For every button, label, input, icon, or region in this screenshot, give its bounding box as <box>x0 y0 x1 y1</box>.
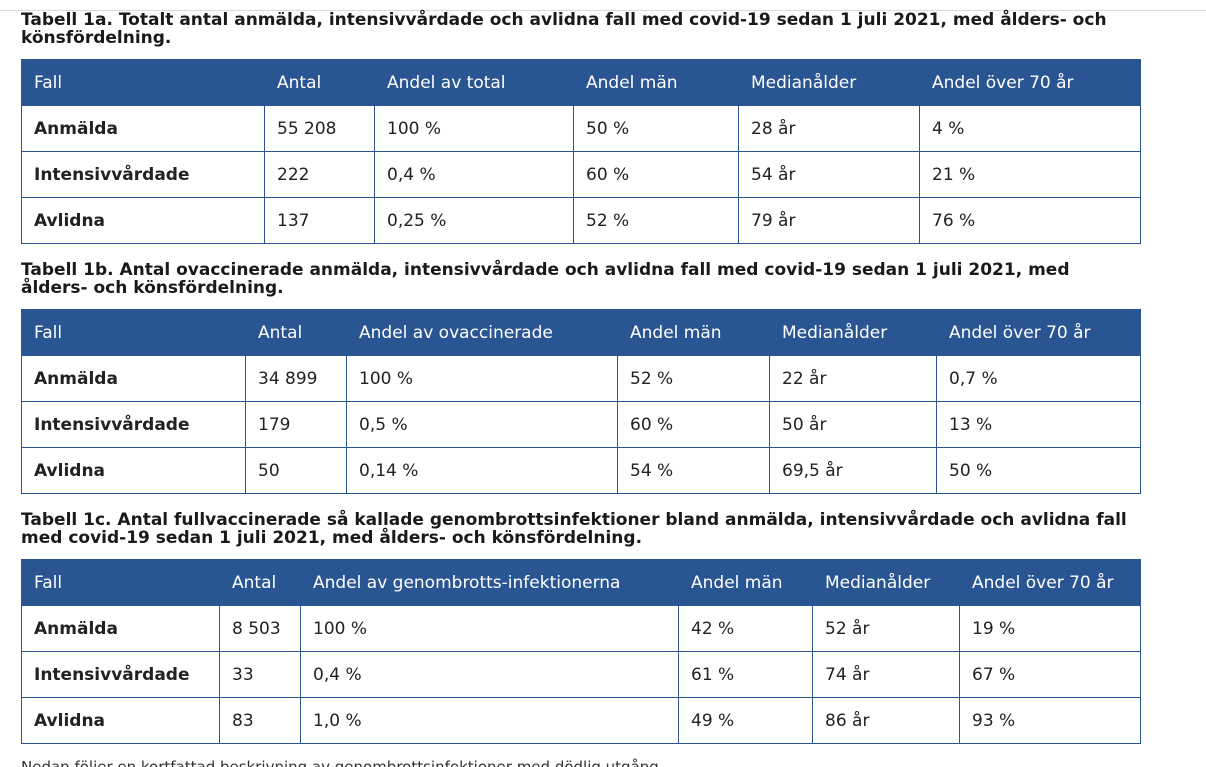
header-andel-man: Andel män <box>617 309 770 356</box>
header-antal: Antal <box>219 559 301 606</box>
header-fall: Fall <box>21 59 265 106</box>
cell-antal: 179 <box>245 401 347 448</box>
cell-andel-man: 52 % <box>573 197 739 244</box>
cell-antal: 50 <box>245 447 347 494</box>
row-label: Anmälda <box>21 605 220 652</box>
cell-medianalder: 52 år <box>812 605 960 652</box>
cell-andel-over-70: 19 % <box>959 605 1141 652</box>
row-label: Anmälda <box>21 355 246 402</box>
cell-antal: 8 503 <box>219 605 301 652</box>
cell-medianalder: 28 år <box>738 105 920 152</box>
header-andel-over-70: Andel över 70 år <box>936 309 1141 356</box>
table-1b: Fall Antal Andel av ovaccinerade Andel m… <box>21 309 1141 494</box>
cell-andel-over-70: 50 % <box>936 447 1141 494</box>
cell-antal: 222 <box>264 151 375 198</box>
header-andel-man: Andel män <box>678 559 813 606</box>
table-header-row: Fall Antal Andel av ovaccinerade Andel m… <box>21 309 1141 356</box>
table-row: Avlidna 137 0,25 % 52 % 79 år 76 % <box>21 197 1141 244</box>
header-fall: Fall <box>21 309 246 356</box>
cell-andel: 0,25 % <box>374 197 574 244</box>
table-row: Anmälda 8 503 100 % 42 % 52 år 19 % <box>21 605 1141 652</box>
footnote-text: Nedan följer en kortfattad beskrivning a… <box>21 758 659 767</box>
cell-andel: 0,4 % <box>300 651 679 698</box>
cell-medianalder: 69,5 år <box>769 447 937 494</box>
row-label: Intensivvårdade <box>21 651 220 698</box>
cell-andel-man: 61 % <box>678 651 813 698</box>
header-antal: Antal <box>245 309 347 356</box>
table-1b-caption: Tabell 1b. Antal ovaccinerade anmälda, i… <box>21 260 1070 298</box>
cell-andel-man: 54 % <box>617 447 770 494</box>
table-1c: Fall Antal Andel av genombrotts-infektio… <box>21 559 1141 744</box>
cell-antal: 33 <box>219 651 301 698</box>
header-medianalder: Medianålder <box>738 59 920 106</box>
row-label: Intensivvårdade <box>21 401 246 448</box>
cell-antal: 34 899 <box>245 355 347 402</box>
row-label: Avlidna <box>21 697 220 744</box>
cell-andel-man: 42 % <box>678 605 813 652</box>
row-label: Avlidna <box>21 447 246 494</box>
table-row: Anmälda 55 208 100 % 50 % 28 år 4 % <box>21 105 1141 152</box>
table-header-row: Fall Antal Andel av total Andel män Medi… <box>21 59 1141 106</box>
cell-andel-man: 52 % <box>617 355 770 402</box>
cell-andel-over-70: 93 % <box>959 697 1141 744</box>
table-1a-caption: Tabell 1a. Totalt antal anmälda, intensi… <box>21 10 1107 48</box>
table-1a: Fall Antal Andel av total Andel män Medi… <box>21 59 1141 244</box>
table-row: Intensivvårdade 33 0,4 % 61 % 74 år 67 % <box>21 651 1141 698</box>
header-andel-man: Andel män <box>573 59 739 106</box>
cell-andel: 100 % <box>374 105 574 152</box>
cell-andel: 100 % <box>300 605 679 652</box>
table-row: Intensivvårdade 179 0,5 % 60 % 50 år 13 … <box>21 401 1141 448</box>
cell-medianalder: 74 år <box>812 651 960 698</box>
header-antal: Antal <box>264 59 375 106</box>
cell-andel-over-70: 21 % <box>919 151 1141 198</box>
cell-andel: 0,5 % <box>346 401 618 448</box>
cell-andel-man: 60 % <box>573 151 739 198</box>
table-row: Intensivvårdade 222 0,4 % 60 % 54 år 21 … <box>21 151 1141 198</box>
header-fall: Fall <box>21 559 220 606</box>
header-andel-over-70: Andel över 70 år <box>919 59 1141 106</box>
header-medianalder: Medianålder <box>769 309 937 356</box>
cell-andel-man: 50 % <box>573 105 739 152</box>
table-1c-caption: Tabell 1c. Antal fullvaccinerade så kall… <box>21 510 1127 548</box>
cell-andel: 1,0 % <box>300 697 679 744</box>
cell-andel-over-70: 4 % <box>919 105 1141 152</box>
cell-medianalder: 50 år <box>769 401 937 448</box>
row-label: Anmälda <box>21 105 265 152</box>
header-medianalder: Medianålder <box>812 559 960 606</box>
header-andel: Andel av genombrotts-infektionerna <box>300 559 679 606</box>
table-row: Avlidna 83 1,0 % 49 % 86 år 93 % <box>21 697 1141 744</box>
cell-andel-over-70: 13 % <box>936 401 1141 448</box>
table-header-row: Fall Antal Andel av genombrotts-infektio… <box>21 559 1141 606</box>
header-andel: Andel av total <box>374 59 574 106</box>
cell-andel: 0,14 % <box>346 447 618 494</box>
cell-antal: 137 <box>264 197 375 244</box>
header-andel-over-70: Andel över 70 år <box>959 559 1141 606</box>
cell-medianalder: 22 år <box>769 355 937 402</box>
cell-andel-man: 49 % <box>678 697 813 744</box>
cell-antal: 55 208 <box>264 105 375 152</box>
cell-medianalder: 54 år <box>738 151 920 198</box>
table-row: Avlidna 50 0,14 % 54 % 69,5 år 50 % <box>21 447 1141 494</box>
cell-andel-man: 60 % <box>617 401 770 448</box>
cell-medianalder: 79 år <box>738 197 920 244</box>
cell-andel-over-70: 0,7 % <box>936 355 1141 402</box>
cell-andel-over-70: 76 % <box>919 197 1141 244</box>
row-label: Avlidna <box>21 197 265 244</box>
table-row: Anmälda 34 899 100 % 52 % 22 år 0,7 % <box>21 355 1141 402</box>
cell-andel-over-70: 67 % <box>959 651 1141 698</box>
header-andel: Andel av ovaccinerade <box>346 309 618 356</box>
cell-andel: 100 % <box>346 355 618 402</box>
cell-antal: 83 <box>219 697 301 744</box>
page-top-divider <box>0 10 1206 11</box>
cell-medianalder: 86 år <box>812 697 960 744</box>
cell-andel: 0,4 % <box>374 151 574 198</box>
row-label: Intensivvårdade <box>21 151 265 198</box>
